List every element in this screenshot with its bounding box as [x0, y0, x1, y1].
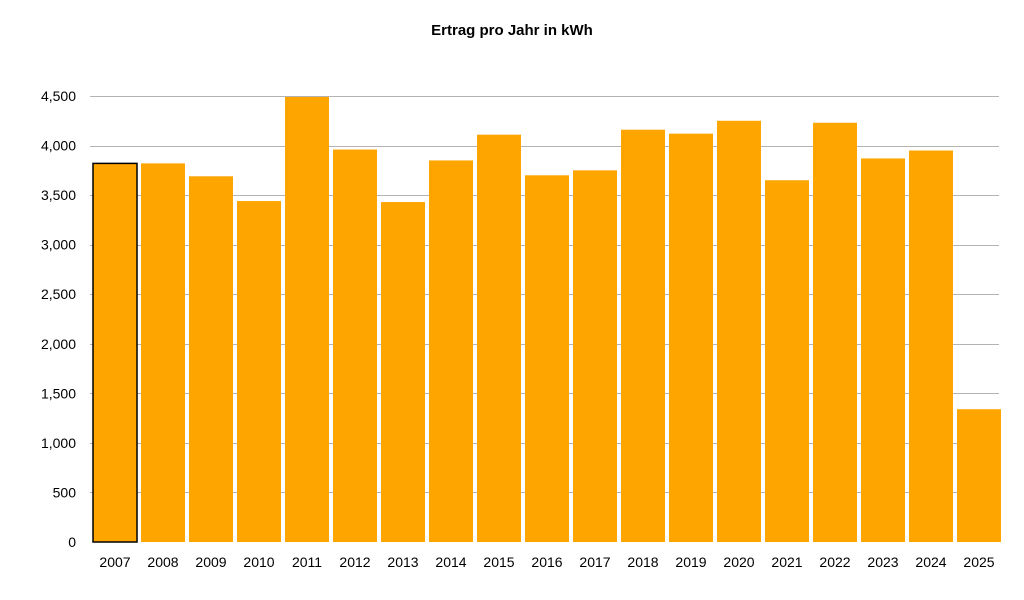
x-tick-label: 2024: [915, 554, 946, 570]
bar-2010: [237, 201, 281, 542]
x-tick-label: 2010: [243, 554, 274, 570]
x-tick-label: 2025: [963, 554, 994, 570]
bar-2020: [717, 120, 761, 543]
bar-2021: [765, 180, 809, 542]
x-tick-label: 2014: [435, 554, 466, 570]
x-tick-label: 2023: [867, 554, 898, 570]
y-tick-label: 3,500: [41, 187, 76, 203]
x-tick-label: 2015: [483, 554, 514, 570]
y-tick-label: 1,000: [41, 435, 76, 451]
y-axis-tick-labels: 0 500 1,000 1,500 2,000 2,500 3,000 3,500 4,000 4…: [41, 88, 76, 550]
y-tick-label: 1,500: [41, 385, 76, 401]
y-tick-label: 4,500: [41, 88, 76, 104]
bar-2011: [285, 96, 329, 542]
x-tick-label: 2020: [723, 554, 754, 570]
bar-2017: [573, 170, 617, 543]
y-tick-label: 4,000: [41, 138, 76, 154]
x-tick-label: 2012: [339, 554, 370, 570]
x-tick-label: 2022: [819, 554, 850, 570]
x-tick-label: 2017: [579, 554, 610, 570]
bar-2024: [909, 150, 953, 542]
x-tick-label: 2011: [292, 554, 322, 570]
y-tick-label: 500: [53, 484, 77, 500]
x-tick-label: 2019: [675, 554, 706, 570]
bar-2008: [141, 163, 185, 542]
bar-2012: [333, 149, 377, 542]
y-tick-label: 2,000: [41, 336, 76, 352]
bars: [92, 96, 1001, 543]
bar-2016: [525, 175, 569, 543]
bar-2007: [92, 162, 138, 543]
bar-2013: [381, 202, 425, 542]
x-tick-label: 2007: [99, 554, 130, 570]
x-tick-label: 2016: [531, 554, 562, 570]
bar-2014: [429, 160, 473, 542]
x-tick-label: 2008: [147, 554, 178, 570]
x-tick-label: 2009: [195, 554, 226, 570]
x-tick-label: 2013: [387, 554, 418, 570]
y-tick-label: 2,500: [41, 286, 76, 302]
bar-2022: [813, 122, 857, 542]
x-tick-label: 2018: [627, 554, 658, 570]
x-axis-tick-labels: 2007 2008 2009 2010 2011 2012 2013 2014 2015 2016…: [99, 554, 994, 570]
y-tick-label: 0: [68, 534, 76, 550]
x-tick-label: 2021: [771, 554, 802, 570]
bar-2015: [477, 134, 521, 543]
y-tick-label: 3,000: [41, 237, 76, 253]
chart-title: Ertrag pro Jahr in kWh: [431, 22, 593, 39]
bar-2025: [957, 409, 1001, 542]
bar-2018: [621, 129, 665, 542]
bar-2023: [861, 158, 905, 542]
bar-2009: [189, 176, 233, 542]
bar-2019: [669, 133, 713, 542]
